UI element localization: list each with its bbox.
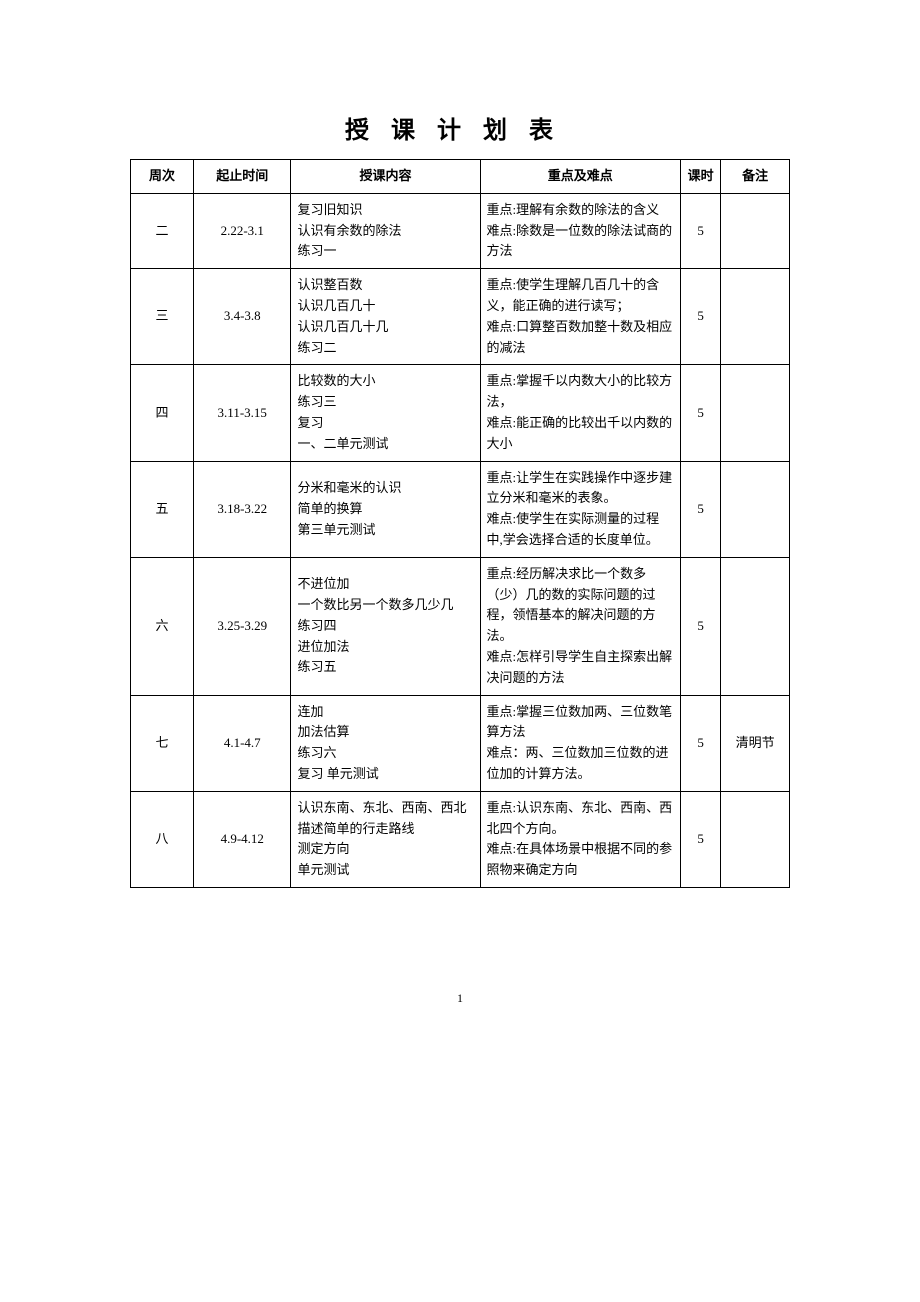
cell-hours: 5 xyxy=(681,461,721,557)
cell-time: 4.9-4.12 xyxy=(194,791,291,887)
cell-content: 不进位加一个数比另一个数多几少几练习四进位加法练习五 xyxy=(291,557,480,695)
table-row: 七 4.1-4.7 连加加法估算练习六复习 单元测试 重点:掌握三位数加两、三位… xyxy=(131,695,790,791)
table-row: 五 3.18-3.22 分米和毫米的认识简单的换算第三单元测试 重点:让学生在实… xyxy=(131,461,790,557)
cell-week: 七 xyxy=(131,695,194,791)
cell-week: 五 xyxy=(131,461,194,557)
cell-time: 3.18-3.22 xyxy=(194,461,291,557)
col-header-key: 重点及难点 xyxy=(480,160,681,194)
cell-hours: 5 xyxy=(681,193,721,268)
cell-note xyxy=(721,791,790,887)
cell-content: 分米和毫米的认识简单的换算第三单元测试 xyxy=(291,461,480,557)
cell-time: 3.4-3.8 xyxy=(194,269,291,365)
cell-hours: 5 xyxy=(681,791,721,887)
cell-key: 重点:掌握三位数加两、三位数笔算方法难点：两、三位数加三位数的进位加的计算方法。 xyxy=(480,695,681,791)
table-row: 三 3.4-3.8 认识整百数认识几百几十认识几百几十几练习二 重点:使学生理解… xyxy=(131,269,790,365)
cell-week: 二 xyxy=(131,193,194,268)
cell-note: 清明节 xyxy=(721,695,790,791)
cell-week: 六 xyxy=(131,557,194,695)
cell-note xyxy=(721,461,790,557)
table-row: 四 3.11-3.15 比较数的大小练习三复习一、二单元测试 重点:掌握千以内数… xyxy=(131,365,790,461)
schedule-table: 周次 起止时间 授课内容 重点及难点 课时 备注 二 2.22-3.1 复习旧知… xyxy=(130,159,790,888)
cell-hours: 5 xyxy=(681,269,721,365)
cell-content: 认识整百数认识几百几十认识几百几十几练习二 xyxy=(291,269,480,365)
cell-time: 2.22-3.1 xyxy=(194,193,291,268)
col-header-content: 授课内容 xyxy=(291,160,480,194)
cell-hours: 5 xyxy=(681,365,721,461)
col-header-hours: 课时 xyxy=(681,160,721,194)
col-header-week: 周次 xyxy=(131,160,194,194)
cell-key: 重点:认识东南、东北、西南、西北四个方向。难点:在具体场景中根据不同的参照物来确… xyxy=(480,791,681,887)
cell-hours: 5 xyxy=(681,695,721,791)
cell-content: 复习旧知识认识有余数的除法练习一 xyxy=(291,193,480,268)
cell-key: 重点:经历解决求比一个数多（少）几的数的实际问题的过程，领悟基本的解决问题的方法… xyxy=(480,557,681,695)
cell-content: 连加加法估算练习六复习 单元测试 xyxy=(291,695,480,791)
cell-week: 八 xyxy=(131,791,194,887)
page-number: 1 xyxy=(0,991,920,1006)
table-header-row: 周次 起止时间 授课内容 重点及难点 课时 备注 xyxy=(131,160,790,194)
cell-note xyxy=(721,193,790,268)
cell-time: 4.1-4.7 xyxy=(194,695,291,791)
cell-key: 重点:掌握千以内数大小的比较方法，难点:能正确的比较出千以内数的大小 xyxy=(480,365,681,461)
cell-note xyxy=(721,365,790,461)
cell-key: 重点:使学生理解几百几十的含义，能正确的进行读写；难点:口算整百数加整十数及相应… xyxy=(480,269,681,365)
cell-note xyxy=(721,269,790,365)
page: 授课计划表 周次 起止时间 授课内容 重点及难点 课时 备注 二 2.22-3.… xyxy=(0,0,920,1058)
cell-note xyxy=(721,557,790,695)
cell-week: 四 xyxy=(131,365,194,461)
table-row: 八 4.9-4.12 认识东南、东北、西南、西北描述简单的行走路线测定方向单元测… xyxy=(131,791,790,887)
cell-key: 重点:让学生在实践操作中逐步建立分米和毫米的表象。难点:使学生在实际测量的过程中… xyxy=(480,461,681,557)
cell-week: 三 xyxy=(131,269,194,365)
cell-content: 比较数的大小练习三复习一、二单元测试 xyxy=(291,365,480,461)
table-body: 二 2.22-3.1 复习旧知识认识有余数的除法练习一 重点:理解有余数的除法的… xyxy=(131,193,790,887)
cell-time: 3.25-3.29 xyxy=(194,557,291,695)
table-row: 二 2.22-3.1 复习旧知识认识有余数的除法练习一 重点:理解有余数的除法的… xyxy=(131,193,790,268)
cell-hours: 5 xyxy=(681,557,721,695)
cell-content: 认识东南、东北、西南、西北描述简单的行走路线测定方向单元测试 xyxy=(291,791,480,887)
page-title: 授课计划表 xyxy=(130,110,790,145)
table-row: 六 3.25-3.29 不进位加一个数比另一个数多几少几练习四进位加法练习五 重… xyxy=(131,557,790,695)
cell-key: 重点:理解有余数的除法的含义难点:除数是一位数的除法试商的方法 xyxy=(480,193,681,268)
cell-time: 3.11-3.15 xyxy=(194,365,291,461)
col-header-note: 备注 xyxy=(721,160,790,194)
col-header-time: 起止时间 xyxy=(194,160,291,194)
